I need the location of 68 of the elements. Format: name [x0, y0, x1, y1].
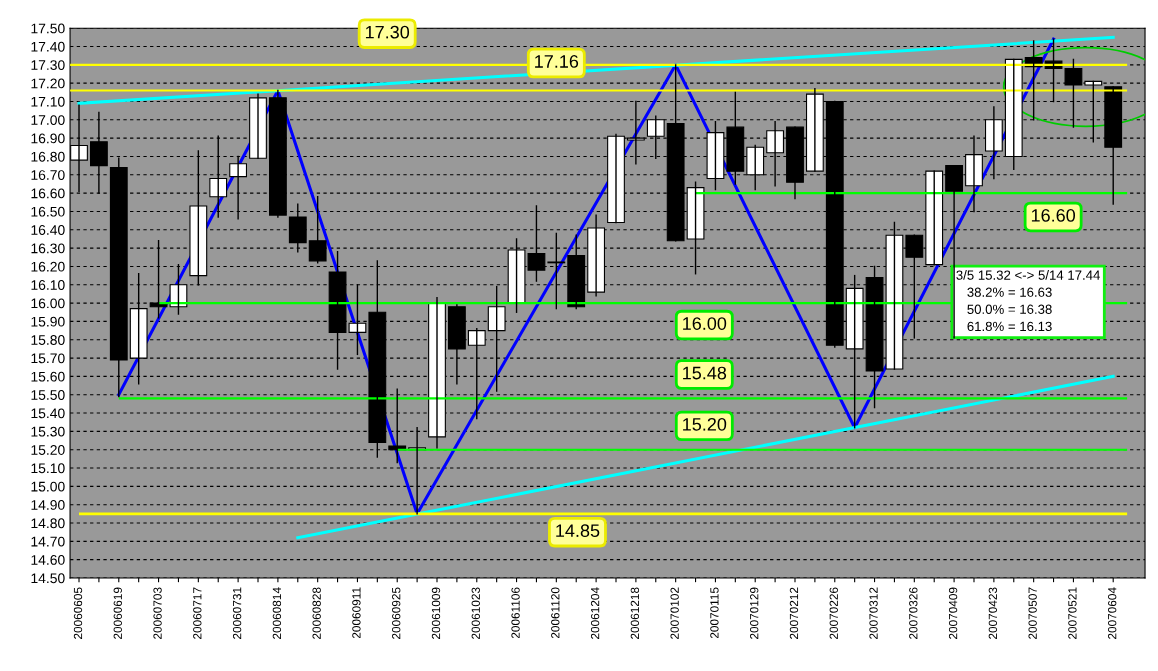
- x-tick-label: 20060703: [153, 587, 162, 639]
- x-tick-label: 20070521: [1068, 587, 1077, 639]
- x-tick-label: 20060717: [193, 587, 202, 639]
- annotation: 3/5 15.32 <-> 5/14 17.44 38.2% = 16.63 50.0% = 16.38 61.8% = 16.13: [956, 270, 1100, 332]
- y-tick-label: 14.90: [31, 500, 65, 510]
- y-tick-label: 16.90: [31, 133, 65, 144]
- ref-line-label: 14.85: [556, 524, 600, 538]
- y-tick-label: 15.00: [31, 481, 65, 492]
- x-tick-label: 20061204: [590, 587, 600, 639]
- candlestick: [746, 144, 765, 191]
- candlestick: [607, 133, 625, 224]
- x-tick-label: 20070604: [1108, 587, 1117, 639]
- x-tick-label: 20070423: [988, 587, 998, 639]
- x-tick-label: 20060731: [232, 587, 242, 639]
- x-tick-label: 20070507: [1028, 587, 1037, 639]
- y-tick-label: 16.50: [31, 206, 65, 217]
- y-tick-label: 15.10: [31, 463, 65, 474]
- x-tick-label: 20070212: [789, 587, 799, 639]
- ref-line-label: 17.16: [535, 55, 579, 68]
- x-tick-label: 20060911: [352, 587, 361, 639]
- y-tick-label: 17.50: [31, 23, 65, 34]
- x-tick-label: 20070326: [909, 587, 918, 639]
- x-tick-label: 20061106: [511, 587, 520, 639]
- y-tick-label: 14.60: [31, 555, 65, 565]
- x-tick-label: 20070409: [948, 587, 958, 639]
- y-tick-label: 17.00: [31, 115, 65, 125]
- y-tick-label: 15.70: [31, 353, 65, 364]
- y-tick-label: 17.10: [31, 96, 65, 107]
- x-tick-label: 20070102: [670, 587, 679, 639]
- x-tick-label: 20060605: [73, 587, 83, 639]
- y-tick-label: 15.60: [31, 371, 65, 382]
- y-tick-label: 16.40: [31, 225, 65, 235]
- y-tick-label: 16.80: [31, 151, 65, 162]
- y-tick-label: 15.20: [31, 445, 65, 455]
- x-tick-label: 20061023: [471, 587, 480, 639]
- y-tick-label: 16.00: [31, 298, 65, 309]
- y-tick-label: 16.20: [31, 261, 65, 272]
- x-tick-label: 20070226: [829, 587, 838, 639]
- x-tick-label: 20061120: [551, 587, 560, 639]
- x-tick-label: 20060828: [312, 587, 321, 639]
- y-tick-label: 17.40: [31, 41, 65, 52]
- x-tick-label: 20061009: [431, 587, 441, 639]
- y-tick-label: 16.30: [31, 243, 65, 254]
- x-tick-label: 20060925: [392, 587, 401, 639]
- x-tick-label: 20070129: [750, 587, 759, 639]
- y-tick-label: 14.80: [31, 518, 65, 529]
- y-tick-label: 15.30: [31, 426, 65, 437]
- ref-line-label: 15.20: [683, 417, 727, 431]
- x-tick-label: 20060814: [272, 587, 282, 639]
- x-tick-label: 20061218: [630, 587, 640, 639]
- y-tick-label: 17.20: [31, 78, 65, 89]
- y-tick-label: 17.30: [31, 60, 65, 71]
- y-tick-label: 15.80: [31, 335, 65, 345]
- ref-line-label: 15.48: [683, 366, 727, 380]
- y-tick-label: 15.50: [31, 390, 65, 400]
- y-tick-label: 14.50: [31, 573, 65, 584]
- y-tick-label: 16.10: [31, 280, 65, 290]
- ref-line-label: 16.00: [683, 317, 727, 330]
- y-tick-label: 16.60: [31, 188, 65, 199]
- x-tick-label: 20060619: [113, 587, 122, 639]
- ref-line-label: 17.30: [365, 25, 410, 39]
- y-tick-label: 16.70: [31, 170, 65, 180]
- y-tick-label: 15.90: [31, 316, 65, 327]
- y-tick-label: 15.40: [31, 408, 65, 419]
- x-tick-label: 20070312: [869, 587, 878, 639]
- y-tick-label: 14.70: [31, 536, 65, 547]
- x-tick-label: 20070115: [710, 587, 719, 639]
- ref-line-label: 16.60: [1031, 209, 1076, 222]
